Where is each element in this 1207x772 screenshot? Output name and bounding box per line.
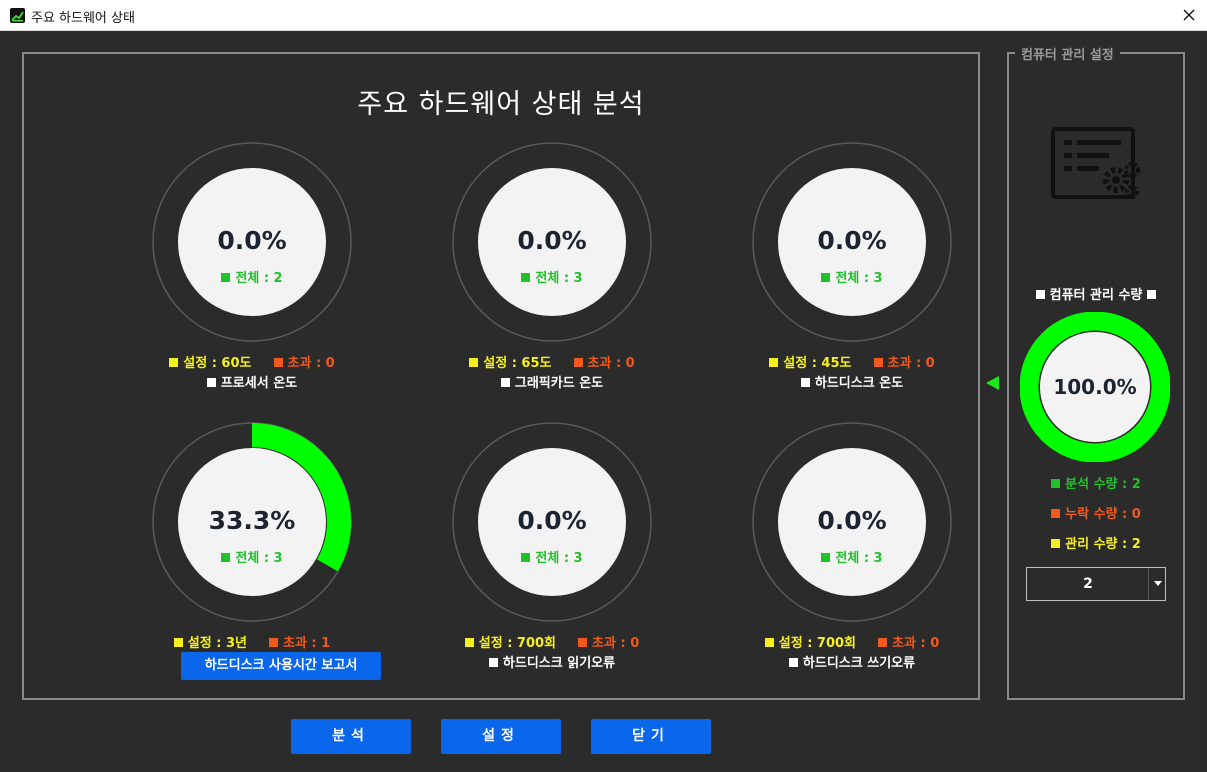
settings-button[interactable]: 설정	[441, 719, 561, 754]
gauge-percent: 33.3%	[208, 506, 296, 535]
gauge-name: 프로세서 온도	[102, 372, 402, 391]
missing-count: 누락 수량 : 0	[1007, 503, 1185, 522]
gauge-percent: 0.0%	[517, 506, 587, 535]
gauge-cpu-temperature: 0.0% 전체 : 2 설정 : 60도 초과 : 0 프로세서 온도	[102, 142, 402, 422]
gauge-setting: 설정 : 45도	[783, 356, 852, 371]
analyzed-count: 분석 수량 : 2	[1007, 473, 1185, 492]
donut-chart	[752, 422, 952, 622]
donut-chart	[152, 142, 352, 342]
gauge-setting: 설정 : 3년	[187, 636, 247, 651]
gauge-name: 하드디스크 쓰기오류	[702, 652, 1002, 671]
gauge-percent: 0.0%	[817, 506, 887, 535]
managed-count: 관리 수량 : 2	[1007, 533, 1185, 552]
gauge-threshold-line: 설정 : 60도 초과 : 0	[102, 352, 402, 371]
gauge-threshold-line: 설정 : 45도 초과 : 0	[702, 352, 1002, 371]
gauge-setting: 설정 : 65도	[483, 356, 552, 371]
analyze-button[interactable]: 분석	[291, 719, 411, 754]
gauge-exceed: 초과 : 0	[892, 636, 940, 651]
gauge-name: 하드디스크 읽기오류	[402, 652, 702, 671]
gauge-exceed: 초과 : 0	[592, 636, 640, 651]
gauge-exceed: 초과 : 0	[887, 356, 935, 371]
close-window-button[interactable]	[1171, 0, 1207, 31]
pointer-arrow-icon	[986, 376, 999, 390]
gauge-total: 전체 : 3	[702, 267, 1002, 286]
hdd-usage-report-button[interactable]: 하드디스크 사용시간 보고서	[181, 652, 381, 680]
gauge-hdd-read-errors: 0.0% 전체 : 3 설정 : 700회 초과 : 0 하드디스크 읽기오류	[402, 422, 702, 702]
gauge-percent: 0.0%	[217, 226, 287, 255]
document-settings-icon	[1051, 127, 1140, 199]
managed-count-dropdown[interactable]: 2	[1026, 567, 1166, 601]
gauge-threshold-line: 설정 : 700회 초과 : 0	[702, 632, 1002, 651]
donut-chart	[752, 142, 952, 342]
managed-donut-chart	[1020, 312, 1170, 462]
gauge-hdd-temperature: 0.0% 전체 : 3 설정 : 45도 초과 : 0 하드디스크 온도	[702, 142, 1002, 422]
gauge-threshold-line: 설정 : 3년 초과 : 1	[102, 632, 402, 651]
gauge-threshold-line: 설정 : 700회 초과 : 0	[402, 632, 702, 651]
title-bar: 주요 하드웨어 상태	[0, 0, 1207, 31]
page-title: 주요 하드웨어 상태 분석	[357, 89, 645, 120]
gauge-threshold-line: 설정 : 65도 초과 : 0	[402, 352, 702, 371]
close-icon	[1183, 9, 1195, 21]
donut-chart	[452, 422, 652, 622]
gauge-exceed: 초과 : 0	[287, 356, 335, 371]
gauge-total: 전체 : 3	[102, 547, 402, 566]
gauge-percent: 0.0%	[817, 226, 887, 255]
gauge-setting: 설정 : 700회	[478, 636, 557, 651]
gauge-hdd-write-errors: 0.0% 전체 : 3 설정 : 700회 초과 : 0 하드디스크 쓰기오류	[702, 422, 1002, 702]
chart-app-icon	[10, 8, 25, 23]
gauge-total: 전체 : 3	[402, 267, 702, 286]
window-title: 주요 하드웨어 상태	[31, 11, 135, 26]
donut-chart	[452, 142, 652, 342]
gauge-setting: 설정 : 60도	[183, 356, 252, 371]
gauge-total: 전체 : 2	[102, 267, 402, 286]
gauge-percent: 0.0%	[517, 226, 587, 255]
gauge-name: 하드디스크 온도	[702, 372, 1002, 391]
gauge-exceed: 초과 : 0	[587, 356, 635, 371]
gauge-total: 전체 : 3	[702, 547, 1002, 566]
gauge-setting: 설정 : 700회	[778, 636, 857, 651]
gauge-name: 그래픽카드 온도	[402, 372, 702, 391]
managed-percent: 100.0%	[1053, 375, 1137, 399]
donut-chart	[152, 422, 352, 622]
gauge-exceed: 초과 : 1	[282, 636, 331, 651]
managed-count-label: 컴퓨터 관리 수량	[1007, 284, 1185, 303]
close-button[interactable]: 닫기	[591, 719, 711, 754]
chevron-down-icon[interactable]	[1148, 568, 1165, 600]
side-panel-legend: 컴퓨터 관리 설정	[1015, 44, 1120, 63]
hardware-status-panel: 주요 하드웨어 상태 분석 0.0% 전체 : 2 설정 : 60도 초과 : 0…	[22, 52, 980, 700]
dropdown-value: 2	[1083, 576, 1093, 592]
gauge-hdd-usage-time: 33.3% 전체 : 3 설정 : 3년 초과 : 1 하드디스크 사용시간 보고…	[102, 422, 402, 702]
gauge-total: 전체 : 3	[402, 547, 702, 566]
gauge-gpu-temperature: 0.0% 전체 : 3 설정 : 65도 초과 : 0 그래픽카드 온도	[402, 142, 702, 422]
